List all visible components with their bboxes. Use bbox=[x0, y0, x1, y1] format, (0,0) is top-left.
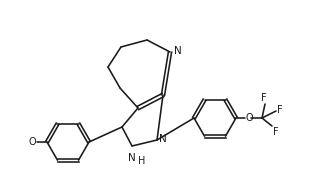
Text: F: F bbox=[273, 127, 279, 137]
Text: F: F bbox=[261, 93, 267, 103]
Text: O: O bbox=[29, 137, 36, 147]
Text: N: N bbox=[128, 153, 136, 163]
Text: N: N bbox=[174, 46, 182, 56]
Text: O: O bbox=[246, 113, 254, 123]
Text: H: H bbox=[138, 156, 145, 166]
Text: N: N bbox=[159, 134, 167, 144]
Text: F: F bbox=[277, 105, 283, 115]
